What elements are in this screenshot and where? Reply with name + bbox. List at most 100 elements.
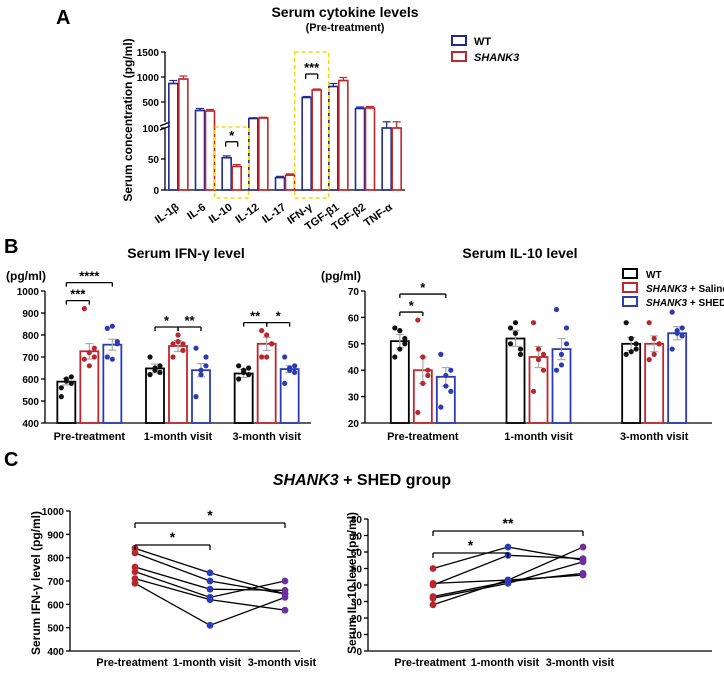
chart-b2-point-2-0 [623,320,629,326]
chart-c2-ytick-label: 10 [351,631,363,642]
chart-a-ytick-label: 0 [153,186,159,197]
chart-b2-sig-label-0: * [409,298,415,313]
legend-b-wt-swatch [622,268,638,279]
legend-wt-swatch [451,35,467,46]
chart-b1-ytick-label: 600 [22,375,39,386]
chart-c1-point-4-2 [281,606,289,614]
chart-b2-point-0-2 [448,388,454,394]
chart-c1-point-5-2 [281,593,289,601]
chart-c2-ytick-label: 60 [351,548,363,559]
chart-b2-point-2-2 [669,346,675,352]
chart-b-legend: WT SHANK3 + Saline SHANK3 + SHED [622,268,724,309]
legend-b-shed-swatch [622,296,638,307]
chart-c1-xtick-label: Pre-treatment [96,657,168,669]
chart-a-xtick-label: IL-6 [185,201,208,222]
chart-b1-point-2-2 [282,380,288,386]
legend-b-shed-rest: + SHED [687,298,724,309]
chart-b2-point-0-2 [443,372,449,379]
chart-b1-point-2-0 [241,367,247,373]
chart-b2-point-0-0 [402,341,408,347]
chart-a-bar-wt-4 [274,176,286,191]
chart-b1-point-2-0 [246,365,252,371]
chart-b2-point-1-2 [553,306,560,313]
chart-c2-ytick-label: 80 [351,515,363,526]
chart-c2-xtick-label: 3-month visit [546,657,615,669]
chart-b1-point-2-2 [287,367,293,373]
chart-b2-ytick-label: 20 [348,419,360,430]
chart-b2-point-1-0 [512,320,519,326]
chart-b1-point-0-2 [104,325,110,331]
chart-b1-point-1-2 [198,372,204,378]
chart-a-ytick-label: 1000 [137,73,160,84]
chart-c1-ytick-label: 1000 [42,507,65,518]
chart-b1-point-1-2 [193,394,199,400]
chart-a-bar-wt-1 [194,109,206,191]
chart-b1-point-0-2 [109,356,115,362]
chart-c2-point-4-2 [579,558,587,566]
chart-b2-point-2-2 [669,309,675,315]
chart-a-xtick-label: IL-17 [260,201,288,226]
chart-b1-point-0-2 [109,323,115,329]
chart-c1-point-2-0 [131,563,139,571]
chart-b1-point-2-1 [259,354,265,360]
chart-b2-point-0-2 [448,367,454,373]
chart-c2-ytick-label: 40 [351,581,363,592]
legend-b-shed-label: SHANK3 + SHED [646,298,724,309]
chart-b2-point-1-1 [535,346,542,352]
chart-b2-ytick-label: 60 [348,313,360,324]
chart-b1-point-2-2 [292,363,298,369]
panel-b1-title: Serum IFN-γ level [127,245,245,261]
chart-b1-point-2-2 [282,354,288,360]
chart-b2-xtick-label: 3-month visit [620,431,689,443]
chart-c2-ytick-label: 70 [351,532,363,543]
chart-c1-point-1-1 [206,577,214,585]
chart-b1-point-0-0 [68,380,74,386]
chart-b2-bar-0-0 [389,340,410,424]
chart-b2-point-0-0 [397,346,403,352]
chart-b2-ytick-label: 70 [348,287,360,298]
chart-a-bar-shank3-6 [338,79,349,191]
chart-c2-ytick-label: 0 [356,647,362,658]
legend-b-saline-italic: SHANK3 [646,284,688,295]
panel-c-title-italic: SHANK3 [273,472,339,489]
chart-b1-ytick-label: 500 [22,397,39,408]
chart-c1-sig-label-0: * [170,529,176,545]
chart-c2-point-0-1 [504,543,512,551]
panel-c-letter: C [4,449,18,471]
panel-b2-title: Serum IL-10 level [462,245,577,261]
chart-b2-ytick-label: 30 [348,393,360,404]
chart-b1-point-0-0 [58,385,64,391]
chart-b2-point-1-2 [563,341,570,347]
panel-a-title: Serum cytokine levels [271,4,418,20]
chart-b1-bar-2-2 [279,368,300,424]
chart-b2-ytick-label: 50 [348,340,360,351]
chart-b2-point-1-1 [530,388,537,394]
chart-a-bar-wt-7 [354,107,366,191]
chart-c1-ytick-label: 400 [47,647,64,658]
chart-a-xtick-label: IL-1β [153,201,182,226]
chart-b2-point-2-1 [646,357,652,363]
chart-a-xtick-label: IL-10 [207,201,235,226]
chart-b1-point-2-0 [246,372,252,378]
chart-b2-point-1-2 [558,362,565,368]
chart-b1-xtick-label: Pre-treatment [54,431,126,443]
chart-b1-point-1-2 [203,354,209,360]
chart-c1-xtick-label: 3-month visit [248,657,317,669]
legend-wt-label: WT [474,36,491,48]
chart-a-bar-wt-0 [168,82,179,191]
panel-c-title-rest: + SHED group [339,472,452,489]
chart-b2-point-2-0 [633,341,639,347]
chart-a-bar-shank3-5 [311,89,322,191]
chart-b1-point-1-0 [157,363,163,369]
chart-b1-ytick-label: 700 [22,353,39,364]
legend-shank3-swatch [451,51,467,62]
legend-b-saline-swatch [622,282,638,293]
chart-b2-point-0-1 [420,380,426,386]
chart-b2-point-2-1 [656,341,662,347]
chart-c1-ytick-label: 600 [47,600,64,611]
chart-c2-ytick-label: 50 [351,565,363,576]
chart-b1-ylabel: (pg/ml) [6,269,46,283]
chart-a-ytick-label: 100 [142,124,159,135]
panel-a-letter: A [56,7,70,29]
chart-b2-point-0-2 [443,383,449,389]
